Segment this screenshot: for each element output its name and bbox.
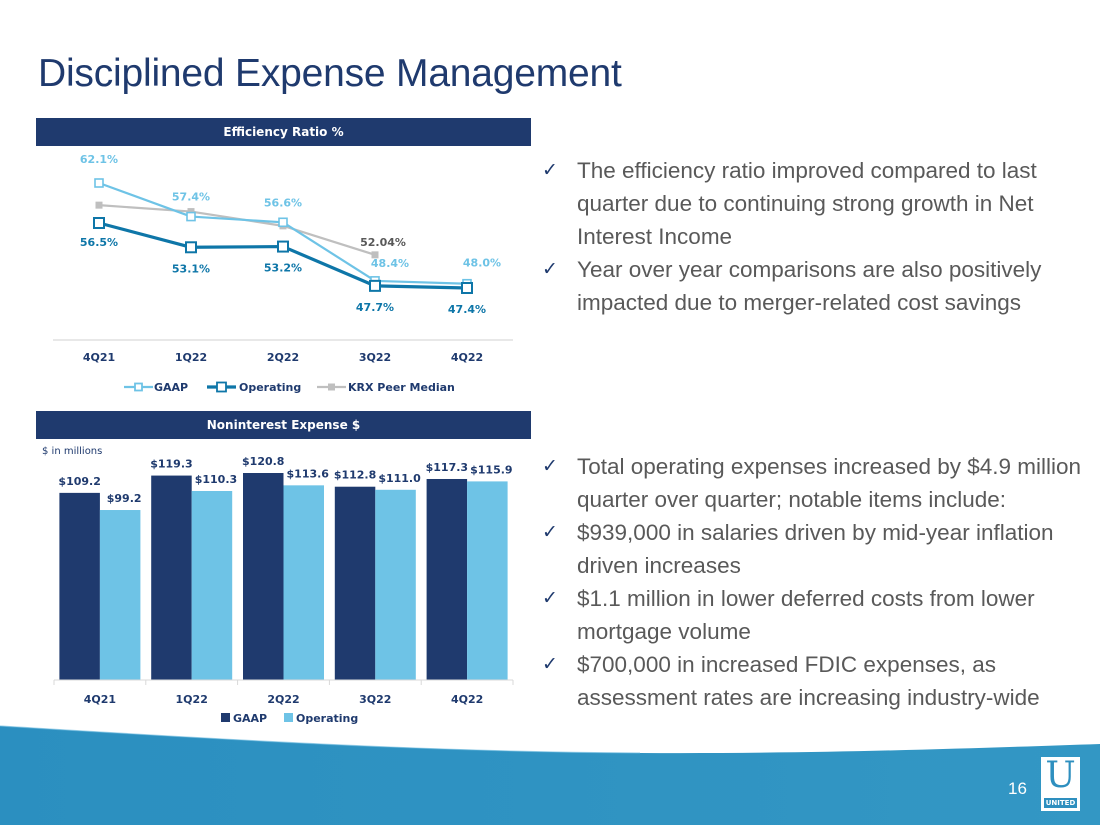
- slide-title: Disciplined Expense Management: [38, 52, 622, 95]
- data-label: $115.9: [470, 463, 512, 476]
- data-label: $109.2: [58, 475, 100, 488]
- legend-swatch: [221, 713, 230, 722]
- data-label: $110.3: [195, 473, 237, 486]
- checkmark-icon: ✓: [542, 653, 558, 675]
- legend-swatch: [284, 713, 293, 722]
- bullet-text: $700,000 in increased FDIC expenses, as …: [577, 652, 1040, 710]
- data-label: 53.1%: [172, 262, 210, 275]
- data-label: $112.8: [334, 469, 376, 482]
- bullet-item: ✓ The efficiency ratio improved compared …: [540, 154, 1100, 253]
- legend-marker: [134, 382, 143, 392]
- data-label: 48.0%: [463, 257, 501, 270]
- units-note: $ in millions: [42, 446, 103, 457]
- checkmark-icon: ✓: [542, 258, 558, 280]
- bar-gaap: [59, 492, 100, 680]
- data-label: 56.6%: [264, 196, 302, 209]
- bar-operating: [191, 490, 233, 680]
- data-point: [278, 217, 288, 228]
- data-label: $113.6: [287, 467, 330, 480]
- x-tick-label: 1Q22: [175, 351, 207, 364]
- checkmark-icon: ✓: [542, 455, 558, 477]
- data-label: $120.8: [242, 455, 284, 468]
- legend-label: GAAP: [233, 712, 267, 725]
- legend-label: Operating: [296, 712, 358, 725]
- bullet-item: ✓ Year over year comparisons are also pos…: [540, 253, 1100, 319]
- footer-wave-highlight: [0, 725, 641, 754]
- data-label: $99.2: [107, 492, 142, 505]
- data-point: [371, 251, 379, 259]
- legend-label: GAAP: [154, 381, 188, 394]
- bar-operating: [467, 481, 508, 680]
- data-label: 48.4%: [371, 257, 409, 270]
- x-tick-label: 1Q22: [176, 693, 208, 706]
- bar-gaap: [334, 486, 376, 680]
- x-tick-label: 2Q22: [267, 351, 299, 364]
- x-tick-label: 4Q21: [84, 693, 116, 706]
- united-logo: U UNITED: [1041, 755, 1080, 811]
- x-tick-label: 4Q21: [83, 351, 115, 364]
- data-point: [187, 208, 195, 216]
- data-label: $111.0: [378, 472, 421, 485]
- data-label: 52.04%: [360, 236, 406, 249]
- checkmark-icon: ✓: [542, 587, 558, 609]
- data-label: 62.1%: [80, 153, 118, 166]
- data-label: 56.5%: [80, 236, 118, 249]
- logo-word: UNITED: [1044, 798, 1077, 808]
- expense-bullets: ✓ Total operating expenses increased by $…: [540, 450, 1100, 714]
- bullet-text: Total operating expenses increased by $4…: [577, 454, 1082, 512]
- efficiency-bullets: ✓ The efficiency ratio improved compared …: [540, 154, 1100, 319]
- efficiency-ratio-header: Efficiency Ratio %: [36, 118, 531, 146]
- checkmark-icon: ✓: [542, 159, 558, 181]
- legend-marker: [328, 383, 335, 391]
- x-tick-label: 4Q22: [451, 693, 483, 706]
- noninterest-expense-title: Noninterest Expense $: [206, 418, 361, 432]
- data-point: [94, 178, 104, 188]
- data-label: 57.4%: [172, 191, 210, 204]
- bullet-text: Year over year comparisons are also posi…: [577, 257, 1042, 315]
- bullet-item: ✓ Total operating expenses increased by $…: [540, 450, 1100, 516]
- x-tick-label: 2Q22: [267, 693, 299, 706]
- bar-gaap: [151, 475, 192, 680]
- bullet-text: The efficiency ratio improved compared t…: [577, 158, 1037, 249]
- data-label: $117.3: [426, 461, 468, 474]
- legend-label: KRX Peer Median: [348, 381, 455, 394]
- data-label: 53.2%: [264, 262, 302, 275]
- data-point: [277, 240, 289, 253]
- x-tick-label: 3Q22: [359, 693, 391, 706]
- legend-label: Operating: [239, 381, 301, 394]
- efficiency-ratio-title: Efficiency Ratio %: [223, 125, 344, 139]
- bullet-text: $1.1 million in lower deferred costs fro…: [577, 586, 1035, 644]
- legend-marker: [216, 381, 227, 393]
- data-point: [185, 241, 197, 254]
- data-point: [93, 217, 105, 229]
- bullet-item: ✓ $1.1 million in lower deferred costs fr…: [540, 582, 1100, 648]
- bullet-text: $939,000 in salaries driven by mid-year …: [577, 520, 1054, 578]
- x-tick-label: 3Q22: [359, 351, 391, 364]
- data-label: $119.3: [150, 458, 192, 471]
- checkmark-icon: ✓: [542, 521, 558, 543]
- bar-gaap: [243, 473, 284, 680]
- bullet-item: ✓ $700,000 in increased FDIC expenses, as…: [540, 648, 1100, 714]
- data-point: [461, 282, 473, 294]
- data-point: [186, 211, 196, 222]
- bar-gaap: [426, 478, 468, 680]
- data-label: 47.4%: [448, 303, 486, 316]
- bullet-item: ✓ $939,000 in salaries driven by mid-year…: [540, 516, 1100, 582]
- footer-wave-shape: [0, 726, 1100, 825]
- page-number: 16: [1008, 779, 1027, 798]
- data-point: [369, 279, 381, 292]
- bar-operating: [283, 485, 324, 680]
- noninterest-expense-header: Noninterest Expense $: [36, 411, 531, 439]
- bar-operating: [375, 489, 416, 680]
- data-point: [95, 201, 103, 209]
- logo-letter: U: [1045, 755, 1076, 796]
- x-tick-label: 4Q22: [451, 351, 483, 364]
- bar-operating: [99, 510, 141, 680]
- data-label: 47.7%: [356, 301, 394, 314]
